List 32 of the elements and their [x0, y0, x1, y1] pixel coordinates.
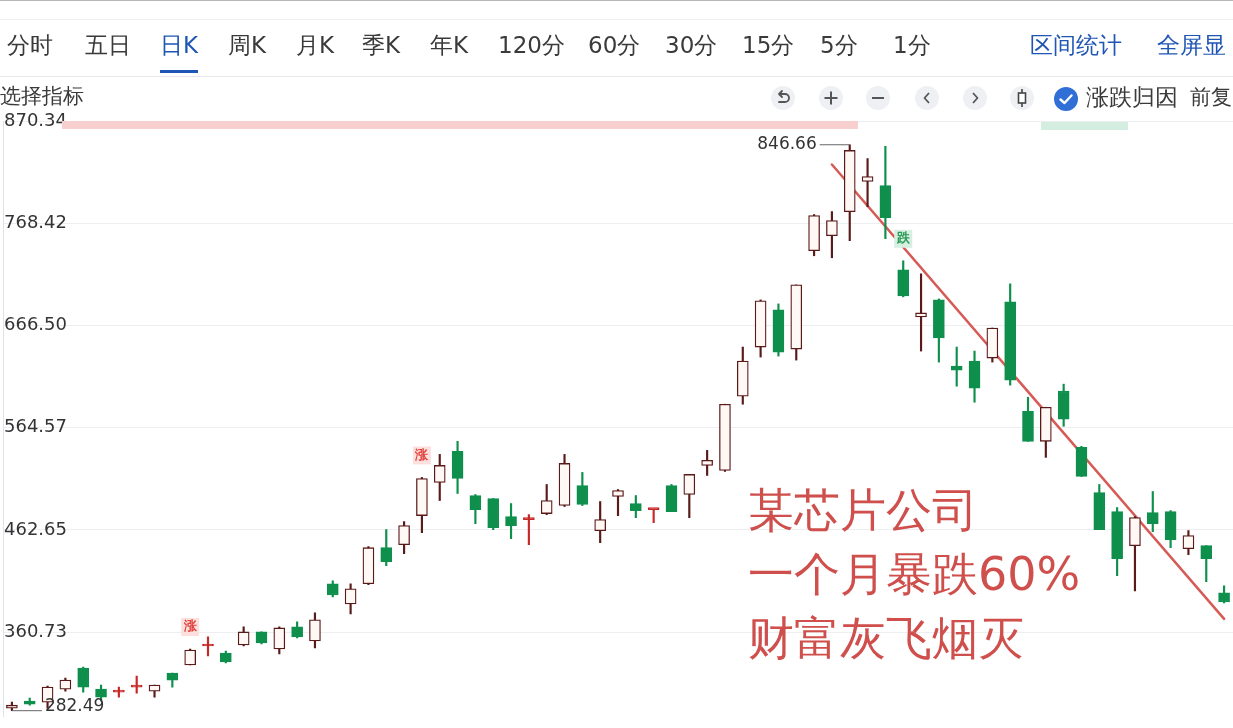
- annotation: 财富灰飞烟灭: [748, 610, 1024, 665]
- annotation: 涨: [414, 446, 430, 462]
- text: 1分: [893, 31, 931, 58]
- annotation: 282.49: [44, 694, 105, 715]
- annotation: 某芯片公司: [748, 482, 978, 537]
- text: 季K: [362, 31, 401, 58]
- text: 30分: [665, 31, 718, 58]
- annotation: 846.66: [757, 133, 817, 154]
- text: 选择指标: [0, 83, 84, 108]
- text: 日K: [160, 31, 199, 58]
- text: 5分: [820, 31, 858, 58]
- y-tick-label: 666.50: [4, 313, 67, 335]
- y-tick-label: 462.65: [4, 517, 67, 539]
- y-tick-label: 360.73: [4, 619, 67, 641]
- y-tick-label: 564.57: [4, 415, 67, 437]
- text: 五日: [85, 31, 131, 58]
- text: 涨跌归因: [1086, 83, 1178, 110]
- annotation: 一个月暴跌60%: [748, 546, 1081, 601]
- text: 周K: [228, 31, 267, 58]
- text: 前复: [1190, 84, 1232, 109]
- text: 60分: [588, 31, 641, 58]
- candlestick: [861, 158, 874, 207]
- text: 月K: [296, 31, 335, 58]
- annotation: 涨: [182, 618, 198, 634]
- text: 分时: [7, 31, 53, 58]
- text: 15分: [742, 31, 795, 58]
- text: 年K: [430, 31, 469, 58]
- text: 区间统计: [1030, 31, 1122, 58]
- text: 120分: [498, 31, 565, 58]
- y-tick-label: 768.42: [4, 210, 67, 232]
- text: 全屏显: [1157, 31, 1226, 58]
- annotation: 跌: [895, 230, 911, 246]
